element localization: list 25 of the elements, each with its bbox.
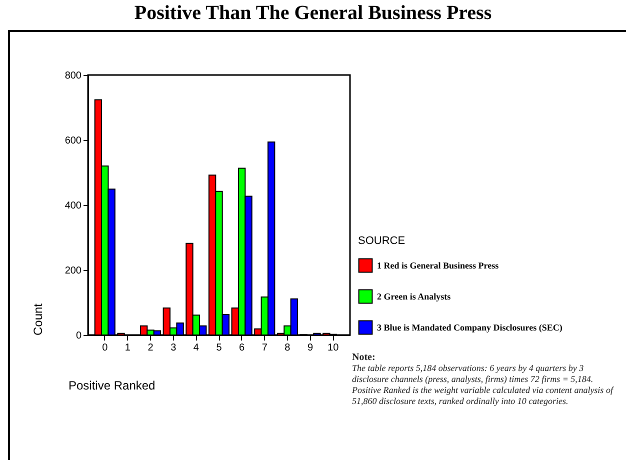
x-tick-label: 6 xyxy=(239,342,246,354)
text: The table reports 5,184 observations: 6 years by 4 quarters by 3 disclosure channels (press, analysts, firms) times 72 firms = 5,184. Positive Ranked is the weight variable calculated via content analysis of 51,860 disclosure texts, ranked ordinally into 10 categories. xyxy=(352,363,613,406)
legend-title: SOURCE xyxy=(358,235,406,247)
x-tick-label: 0 xyxy=(102,342,108,354)
y-tick-label: 400 xyxy=(64,200,82,212)
x-tick-label: 4 xyxy=(193,342,200,354)
x-tick-label: 1 xyxy=(124,342,131,354)
y-tick-label: 200 xyxy=(64,266,82,276)
x-tick-label: 5 xyxy=(216,342,222,354)
x-axis-title: Positive Ranked xyxy=(68,378,156,392)
x-tick-label: 10 xyxy=(328,342,340,354)
legend-label: 1 Red is General Business Press xyxy=(377,260,500,270)
y-tick-label: 0 xyxy=(76,330,82,342)
x-tick-label: 3 xyxy=(170,342,177,354)
y-axis-title: Count xyxy=(30,302,45,336)
x-tick-label: 8 xyxy=(284,342,291,354)
y-tick-label: 600 xyxy=(64,136,82,146)
x-tick-label: 9 xyxy=(308,342,314,354)
chart-title: Positive Than The General Business Press xyxy=(133,2,493,25)
x-tick-label: 7 xyxy=(262,342,268,354)
legend-label: 3 Blue is Mandated Company Disclosures (SEC) xyxy=(377,322,562,332)
legend-label: 2 Green is Analysts xyxy=(377,292,452,302)
text: Note: xyxy=(352,352,376,363)
x-tick-label: 2 xyxy=(148,342,154,354)
y-tick-label: 800 xyxy=(64,70,82,82)
